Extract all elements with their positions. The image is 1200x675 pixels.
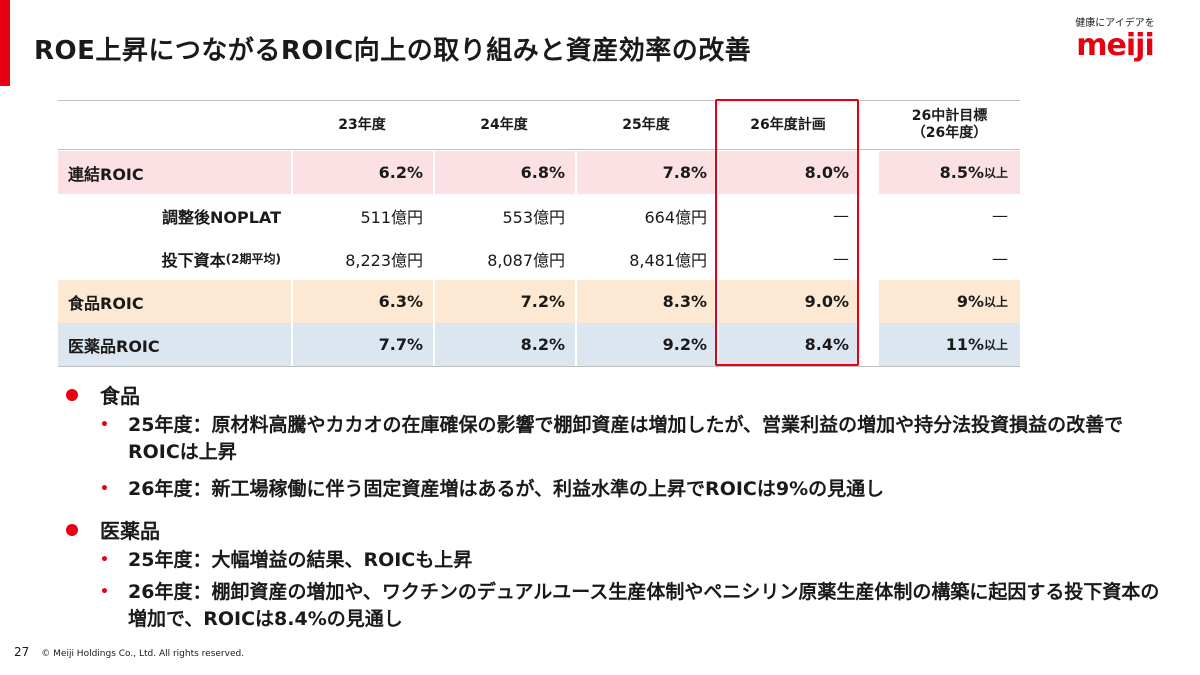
cell-fy25: 8,481億円 [629, 250, 707, 270]
cell-fy26-plan: 9.0% [717, 280, 859, 323]
table-row-invested-capital: 投下資本 (2期平均) 8,223億円 8,087億円 8,481億円 — — [58, 237, 1020, 280]
cell-fy24: 8.2% [433, 323, 575, 366]
cell-fy24: 553億円 [502, 207, 565, 227]
food-item-2-text: 26年度：新工場稼働に伴う固定資産増はあるが、利益水準の上昇でROICは9%の見… [128, 478, 885, 500]
row-label: 食品ROIC [58, 280, 291, 323]
cell-fy25: 8.3% [575, 280, 717, 323]
cell-fy23: 6.3% [291, 280, 433, 323]
meiji-logo: 健康にアイデアを meiji [1070, 14, 1160, 63]
pharma-item-1: • 25年度：大幅増益の結果、ROICも上昇 [100, 547, 472, 574]
header-blank [58, 101, 291, 149]
row-label: 医薬品ROIC [58, 323, 291, 366]
table-row-food-roic: 食品ROIC 6.3% 7.2% 8.3% 9.0% 9% 以上 [58, 280, 1020, 323]
target-suffix: 以上 [983, 338, 1008, 352]
pharma-item-2: • 26年度：棚卸資産の増加や、ワクチンのデュアルユース生産体制やペニシリン原薬… [100, 579, 1172, 633]
header-fy25: 25年度 [622, 116, 670, 133]
cell-mtp-target: 8.5% 以上 [879, 151, 1020, 194]
cell-mtp-target: 9% 以上 [879, 280, 1020, 323]
table-row-pharma-roic: 医薬品ROIC 7.7% 8.2% 9.2% 8.4% 11% 以上 [58, 323, 1020, 366]
bullet-icon: • [100, 417, 109, 433]
copyright: © Meiji Holdings Co., Ltd. All rights re… [41, 649, 245, 659]
row-label-suffix: (2期平均) [225, 252, 281, 266]
row-label-main: 投下資本 [161, 250, 226, 270]
header-mtp-target: 26中計目標 （26年度） [879, 101, 1020, 149]
header-mtp-target-line2: （26年度） [911, 125, 988, 141]
footer: 27 © Meiji Holdings Co., Ltd. All rights… [14, 645, 244, 659]
logo-wordmark: meiji [1076, 28, 1154, 63]
cell-fy23: 511億円 [360, 207, 423, 227]
food-item-1-text: 25年度：原材料高騰やカカオの在庫確保の影響で棚卸資産は増加したが、営業利益の増… [128, 414, 1124, 463]
bullet-icon: • [100, 552, 109, 568]
row-label: 連結ROIC [58, 151, 291, 194]
food-item-1: • 25年度：原材料高騰やカカオの在庫確保の影響で棚卸資産は増加したが、営業利益… [100, 412, 1172, 466]
header-fy23: 23年度 [338, 116, 386, 133]
page-number: 27 [14, 645, 30, 659]
header-fy24: 24年度 [480, 116, 528, 133]
cell-mtp-target: 11% 以上 [879, 323, 1020, 366]
fy26-plan-highlight-frame [715, 99, 859, 366]
table-header-row: 23年度 24年度 25年度 26年度計画 26中計目標 （26年度） [58, 100, 1020, 150]
cell-fy24: 8,087億円 [487, 250, 565, 270]
section-food-heading: 食品 [100, 384, 140, 408]
target-value: 8.5% [939, 163, 984, 182]
row-label: 投下資本 (2期平均) [58, 237, 291, 280]
cell-fy26-plan: — [833, 249, 849, 268]
cell-mtp-target: — [992, 206, 1008, 225]
table-row-noplat: 調整後NOPLAT 511億円 553億円 664億円 — — [58, 194, 1020, 237]
logo-tagline: 健康にアイデアを [1075, 18, 1155, 29]
pharma-item-1-text: 25年度：大幅増益の結果、ROICも上昇 [128, 549, 473, 571]
target-value: 11% [945, 335, 984, 354]
cell-fy25: 9.2% [575, 323, 717, 366]
page-title: ROE上昇につながるROIC向上の取り組みと資産効率の改善 [34, 36, 752, 66]
bullet-dot-icon [66, 388, 78, 401]
target-suffix: 以上 [983, 166, 1008, 180]
title-accent-bar [0, 0, 10, 86]
target-suffix: 以上 [983, 295, 1008, 309]
cell-fy25: 7.8% [575, 151, 717, 194]
cell-fy23: 8,223億円 [345, 250, 423, 270]
row-label: 調整後NOPLAT [162, 207, 281, 227]
cell-fy26-plan: — [833, 206, 849, 225]
section-pharma: 医薬品 [62, 515, 160, 544]
bullet-dot-icon [66, 523, 78, 536]
header-fy26-plan: 26年度計画 [750, 116, 826, 133]
pharma-item-2-text: 26年度：棚卸資産の増加や、ワクチンのデュアルユース生産体制やペニシリン原薬生産… [128, 581, 1160, 630]
cell-mtp-target: — [992, 249, 1008, 268]
cell-fy24: 6.8% [433, 151, 575, 194]
cell-fy23: 7.7% [291, 323, 433, 366]
table-bottom-rule [58, 366, 1020, 367]
target-value: 9% [956, 292, 984, 311]
section-pharma-heading: 医薬品 [100, 519, 160, 543]
bullet-icon: • [100, 481, 109, 497]
cell-fy23: 6.2% [291, 151, 433, 194]
cell-fy26-plan: 8.4% [717, 323, 859, 366]
cell-fy25: 664億円 [644, 207, 707, 227]
bullet-icon: • [100, 584, 109, 600]
section-food: 食品 [62, 380, 140, 409]
cell-fy24: 7.2% [433, 280, 575, 323]
table-row-consolidated-roic: 連結ROIC 6.2% 6.8% 7.8% 8.0% 8.5% 以上 [58, 151, 1020, 194]
cell-fy26-plan: 8.0% [717, 151, 859, 194]
food-item-2: • 26年度：新工場稼働に伴う固定資産増はあるが、利益水準の上昇でROICは9%… [100, 476, 884, 503]
header-mtp-target-line1: 26中計目標 [911, 108, 988, 124]
